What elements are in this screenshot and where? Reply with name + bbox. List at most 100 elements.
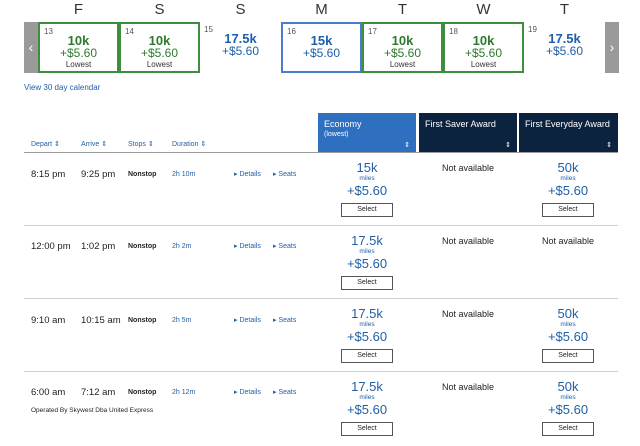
day-fee: +$5.60: [464, 46, 503, 60]
depart-time: 12:00 pm: [31, 241, 71, 252]
sort-depart[interactable]: Depart ⇕: [31, 141, 60, 148]
fare-fee: +$5.60: [547, 329, 589, 344]
calendar-day-15[interactable]: 15 17.5k +$5.60: [200, 22, 281, 73]
sort-arrive[interactable]: Arrive ⇕: [81, 141, 108, 148]
details-link[interactable]: ▸ Details: [234, 171, 261, 178]
details-link[interactable]: ▸ Details: [234, 317, 261, 324]
first-everyday-fare: 50k miles +$5.60 Select: [519, 161, 617, 217]
sort-duration[interactable]: Duration ⇕: [172, 141, 207, 148]
day-fee: +$5.60: [221, 44, 260, 58]
first-saver-unavailable: Not available: [441, 236, 495, 246]
day-miles: 10k: [472, 33, 495, 48]
view-30-day-calendar-link[interactable]: View 30 day calendar: [24, 83, 101, 92]
previous-dates-button[interactable]: ‹: [24, 22, 38, 73]
calendar-day-17[interactable]: 17 10k +$5.60 Lowest: [362, 22, 443, 73]
select-first-everyday-button[interactable]: Select: [542, 349, 594, 363]
stops: Nonstop: [128, 317, 157, 324]
economy-sublabel: (lowest): [324, 131, 349, 138]
day-number: 13: [44, 27, 53, 36]
seats-link[interactable]: ▸ Seats: [273, 389, 297, 396]
depart-time: 6:00 am: [31, 387, 66, 398]
arrive-time: 9:25 pm: [81, 169, 116, 180]
fare-fee: +$5.60: [346, 183, 388, 198]
day-letter: T: [397, 1, 408, 18]
calendar-day-14[interactable]: 14 10k +$5.60 Lowest: [119, 22, 200, 73]
first-saver-label: First Saver Award: [425, 119, 496, 129]
economy-fare: 15k miles +$5.60 Select: [318, 161, 416, 217]
fare-unit: miles: [359, 175, 375, 182]
row-divider: [24, 298, 618, 299]
day-letter: S: [154, 1, 165, 18]
operated-by-note: Operated By Skywest Dba United Express: [31, 407, 154, 414]
row-divider: [24, 371, 618, 372]
day-miles: 10k: [148, 33, 171, 48]
first-everyday-column-header[interactable]: First Everyday Award ⇕: [519, 113, 618, 153]
calendar-day-13[interactable]: 13 10k +$5.60 Lowest: [38, 22, 119, 73]
stops: Nonstop: [128, 389, 157, 396]
day-miles: 17.5k: [548, 31, 581, 46]
fare-miles: 50k: [557, 160, 579, 175]
day-miles: 17.5k: [224, 31, 257, 46]
fare-fee: +$5.60: [547, 183, 589, 198]
economy-column-header[interactable]: Economy (lowest) ⇕: [318, 113, 416, 153]
flight-row: 12:00 pm 1:02 pm Nonstop 2h 2m ▸ Details…: [24, 226, 618, 299]
day-number: 15: [204, 25, 213, 34]
fare-unit: miles: [560, 394, 576, 401]
first-saver-unavailable: Not available: [441, 163, 495, 173]
select-economy-button[interactable]: Select: [341, 276, 393, 290]
day-fee: +$5.60: [383, 46, 422, 60]
fare-miles: 50k: [557, 306, 579, 321]
fare-unit: miles: [560, 321, 576, 328]
details-link[interactable]: ▸ Details: [234, 243, 261, 250]
lowest-label: Lowest: [470, 60, 497, 69]
calendar-day-19[interactable]: 19 17.5k +$5.60: [524, 22, 605, 73]
seats-link[interactable]: ▸ Seats: [273, 317, 297, 324]
first-saver-unavailable: Not available: [441, 382, 495, 392]
first-everyday-unavailable: Not available: [541, 236, 595, 246]
fare-calendar-strip: ‹ 13 10k +$5.60 Lowest 14 10k +$5.60 Low…: [24, 22, 619, 75]
day-miles: 10k: [391, 33, 414, 48]
fare-unit: miles: [359, 321, 375, 328]
fare-miles: 17.5k: [351, 379, 383, 394]
fare-miles: 17.5k: [351, 233, 383, 248]
seats-link[interactable]: ▸ Seats: [273, 171, 297, 178]
economy-fare: 17.5k miles +$5.60 Select: [318, 307, 416, 363]
next-dates-button[interactable]: ›: [605, 22, 619, 73]
details-link[interactable]: ▸ Details: [234, 389, 261, 396]
fare-fee: +$5.60: [346, 329, 388, 344]
chevron-right-icon: ›: [609, 39, 615, 55]
first-everyday-label: First Everyday Award: [525, 119, 610, 129]
fare-unit: miles: [359, 394, 375, 401]
fare-unit: miles: [359, 248, 375, 255]
day-number: 14: [125, 27, 134, 36]
arrive-time: 10:15 am: [81, 315, 121, 326]
select-first-everyday-button[interactable]: Select: [542, 422, 594, 436]
day-letter: M: [315, 1, 328, 18]
sort-icon: ⇕: [404, 142, 410, 149]
calendar-day-16-selected[interactable]: 16 15k +$5.60: [281, 22, 362, 73]
day-letter: W: [476, 1, 491, 18]
fare-unit: miles: [560, 175, 576, 182]
select-economy-button[interactable]: Select: [341, 203, 393, 217]
fare-fee: +$5.60: [346, 256, 388, 271]
seats-link[interactable]: ▸ Seats: [273, 243, 297, 250]
day-number: 19: [528, 25, 537, 34]
depart-time: 8:15 pm: [31, 169, 66, 180]
stops: Nonstop: [128, 243, 157, 250]
first-saver-column-header[interactable]: First Saver Award ⇕: [419, 113, 517, 153]
calendar-day-18[interactable]: 18 10k +$5.60 Lowest: [443, 22, 524, 73]
select-first-everyday-button[interactable]: Select: [542, 203, 594, 217]
fare-miles: 15k: [356, 160, 378, 175]
fare-miles: 50k: [557, 379, 579, 394]
day-miles: 15k: [310, 33, 333, 48]
arrive-time: 1:02 pm: [81, 241, 116, 252]
first-saver-unavailable: Not available: [441, 309, 495, 319]
arrive-time: 7:12 am: [81, 387, 116, 398]
day-fee: +$5.60: [140, 46, 179, 60]
day-fee: +$5.60: [302, 46, 341, 60]
select-economy-button[interactable]: Select: [341, 422, 393, 436]
day-number: 18: [449, 27, 458, 36]
select-economy-button[interactable]: Select: [341, 349, 393, 363]
sort-stops[interactable]: Stops ⇕: [128, 141, 154, 148]
duration: 2h 12m: [172, 389, 196, 396]
